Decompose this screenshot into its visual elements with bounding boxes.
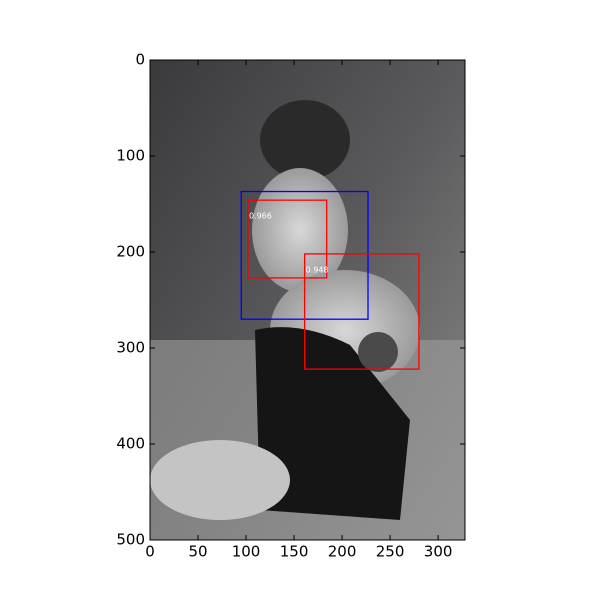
y-tick-label: 500 [116, 531, 145, 549]
y-tick-label: 400 [116, 435, 145, 453]
axes-frame [149, 59, 466, 541]
photo [150, 60, 465, 540]
y-tick-label: 100 [116, 147, 145, 165]
y-tick-label: 0 [135, 51, 145, 69]
y-tick-label: 300 [116, 339, 145, 357]
detection-score: 0.948 [306, 265, 329, 274]
x-tick-label: 150 [280, 543, 309, 561]
x-tick-label: 0 [145, 543, 155, 561]
y-tick-label: 200 [116, 243, 145, 261]
x-tick-label: 50 [188, 543, 207, 561]
x-tick-label: 250 [376, 543, 405, 561]
x-tick-label: 300 [424, 543, 453, 561]
detection-score: 0.966 [249, 212, 272, 221]
x-tick-label: 100 [232, 543, 261, 561]
bounding-box [303, 253, 420, 370]
x-tick-label: 200 [328, 543, 357, 561]
bounding-box [247, 199, 328, 279]
